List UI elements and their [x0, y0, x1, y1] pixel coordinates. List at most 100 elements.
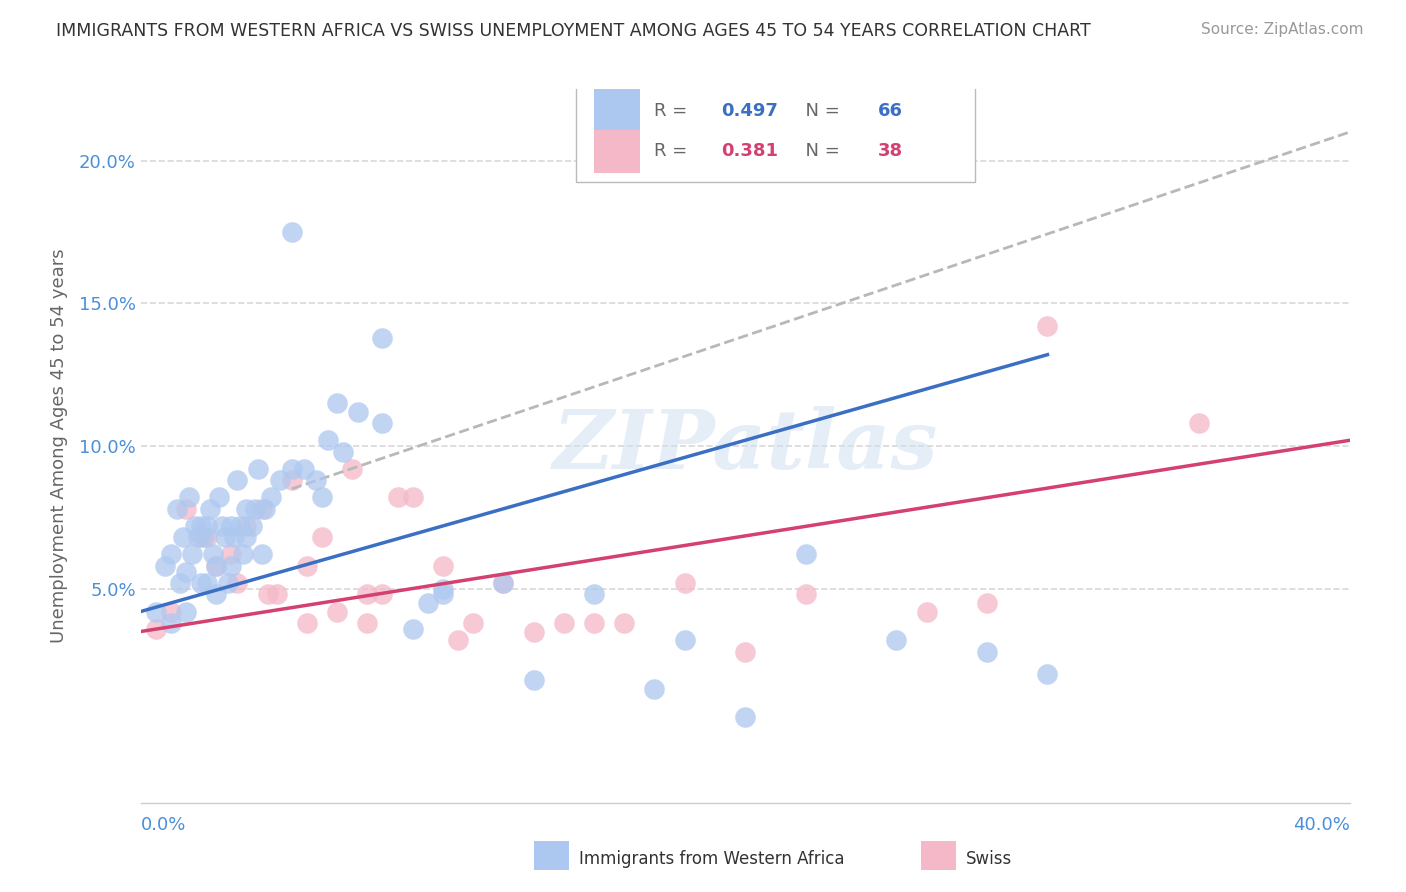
Point	[205, 587, 228, 601]
Point	[613, 615, 636, 630]
Point	[311, 530, 333, 544]
Point	[177, 491, 200, 505]
Point	[269, 473, 291, 487]
Point	[205, 558, 228, 573]
Point	[886, 633, 908, 648]
Point	[169, 576, 191, 591]
Point	[1036, 319, 1059, 334]
Text: 0.0%: 0.0%	[141, 816, 186, 834]
Point	[326, 605, 349, 619]
Point	[281, 225, 304, 239]
Point	[347, 405, 370, 419]
Point	[190, 519, 212, 533]
Point	[245, 501, 267, 516]
Point	[734, 644, 756, 658]
Point	[492, 576, 515, 591]
Point	[794, 587, 817, 601]
Point	[583, 615, 606, 630]
Point	[332, 444, 354, 458]
Point	[295, 615, 318, 630]
FancyBboxPatch shape	[595, 130, 640, 173]
Point	[145, 605, 167, 619]
FancyBboxPatch shape	[595, 89, 640, 132]
Text: 0.497: 0.497	[721, 102, 778, 120]
Point	[184, 519, 207, 533]
Point	[181, 548, 204, 562]
Point	[402, 491, 425, 505]
Point	[219, 558, 243, 573]
Point	[172, 530, 194, 544]
Point	[187, 530, 209, 544]
Text: Source: ZipAtlas.com: Source: ZipAtlas.com	[1201, 22, 1364, 37]
Point	[219, 519, 243, 533]
Point	[673, 633, 696, 648]
Point	[217, 576, 239, 591]
Point	[211, 519, 233, 533]
Point	[166, 501, 188, 516]
Point	[250, 501, 273, 516]
Point	[523, 624, 546, 639]
Point	[235, 530, 257, 544]
Point	[242, 519, 264, 533]
Point	[340, 462, 363, 476]
Point	[371, 416, 394, 430]
Point	[915, 605, 938, 619]
Text: Immigrants from Western Africa: Immigrants from Western Africa	[579, 850, 845, 868]
Point	[226, 576, 249, 591]
Point	[1187, 416, 1209, 430]
Point	[190, 576, 212, 591]
Point	[356, 615, 378, 630]
Point	[583, 587, 606, 601]
Point	[976, 644, 998, 658]
Point	[523, 673, 546, 687]
Text: IMMIGRANTS FROM WESTERN AFRICA VS SWISS UNEMPLOYMENT AMONG AGES 45 TO 54 YEARS C: IMMIGRANTS FROM WESTERN AFRICA VS SWISS …	[56, 22, 1091, 40]
Point	[432, 582, 454, 596]
Point	[356, 587, 378, 601]
Point	[229, 519, 252, 533]
Text: ZIPatlas: ZIPatlas	[553, 406, 938, 486]
Point	[153, 558, 176, 573]
Point	[174, 501, 197, 516]
Text: R =: R =	[655, 143, 693, 161]
Point	[259, 491, 281, 505]
Point	[644, 681, 666, 696]
Point	[235, 501, 257, 516]
Text: 40.0%: 40.0%	[1294, 816, 1350, 834]
Point	[371, 587, 394, 601]
Point	[794, 548, 817, 562]
Point	[492, 576, 515, 591]
Point	[387, 491, 409, 505]
Point	[205, 558, 228, 573]
Point	[281, 473, 304, 487]
Text: N =: N =	[793, 143, 845, 161]
Point	[174, 605, 197, 619]
Point	[250, 548, 273, 562]
Point	[432, 558, 454, 573]
Point	[266, 587, 288, 601]
Point	[432, 587, 454, 601]
Point	[214, 530, 236, 544]
Point	[195, 530, 218, 544]
Y-axis label: Unemployment Among Ages 45 to 54 years: Unemployment Among Ages 45 to 54 years	[49, 249, 67, 643]
Text: R =: R =	[655, 102, 693, 120]
Point	[247, 462, 270, 476]
Point	[976, 596, 998, 610]
Point	[160, 615, 183, 630]
Point	[232, 548, 254, 562]
Point	[193, 530, 215, 544]
Point	[734, 710, 756, 724]
Point	[447, 633, 470, 648]
Text: 38: 38	[879, 143, 903, 161]
Point	[160, 548, 183, 562]
Point	[461, 615, 484, 630]
Point	[219, 548, 243, 562]
Point	[326, 396, 349, 410]
Text: 0.381: 0.381	[721, 143, 778, 161]
Point	[673, 576, 696, 591]
Point	[235, 519, 257, 533]
Text: N =: N =	[793, 102, 845, 120]
Text: 66: 66	[879, 102, 903, 120]
Point	[198, 501, 221, 516]
Point	[292, 462, 315, 476]
Point	[202, 548, 225, 562]
